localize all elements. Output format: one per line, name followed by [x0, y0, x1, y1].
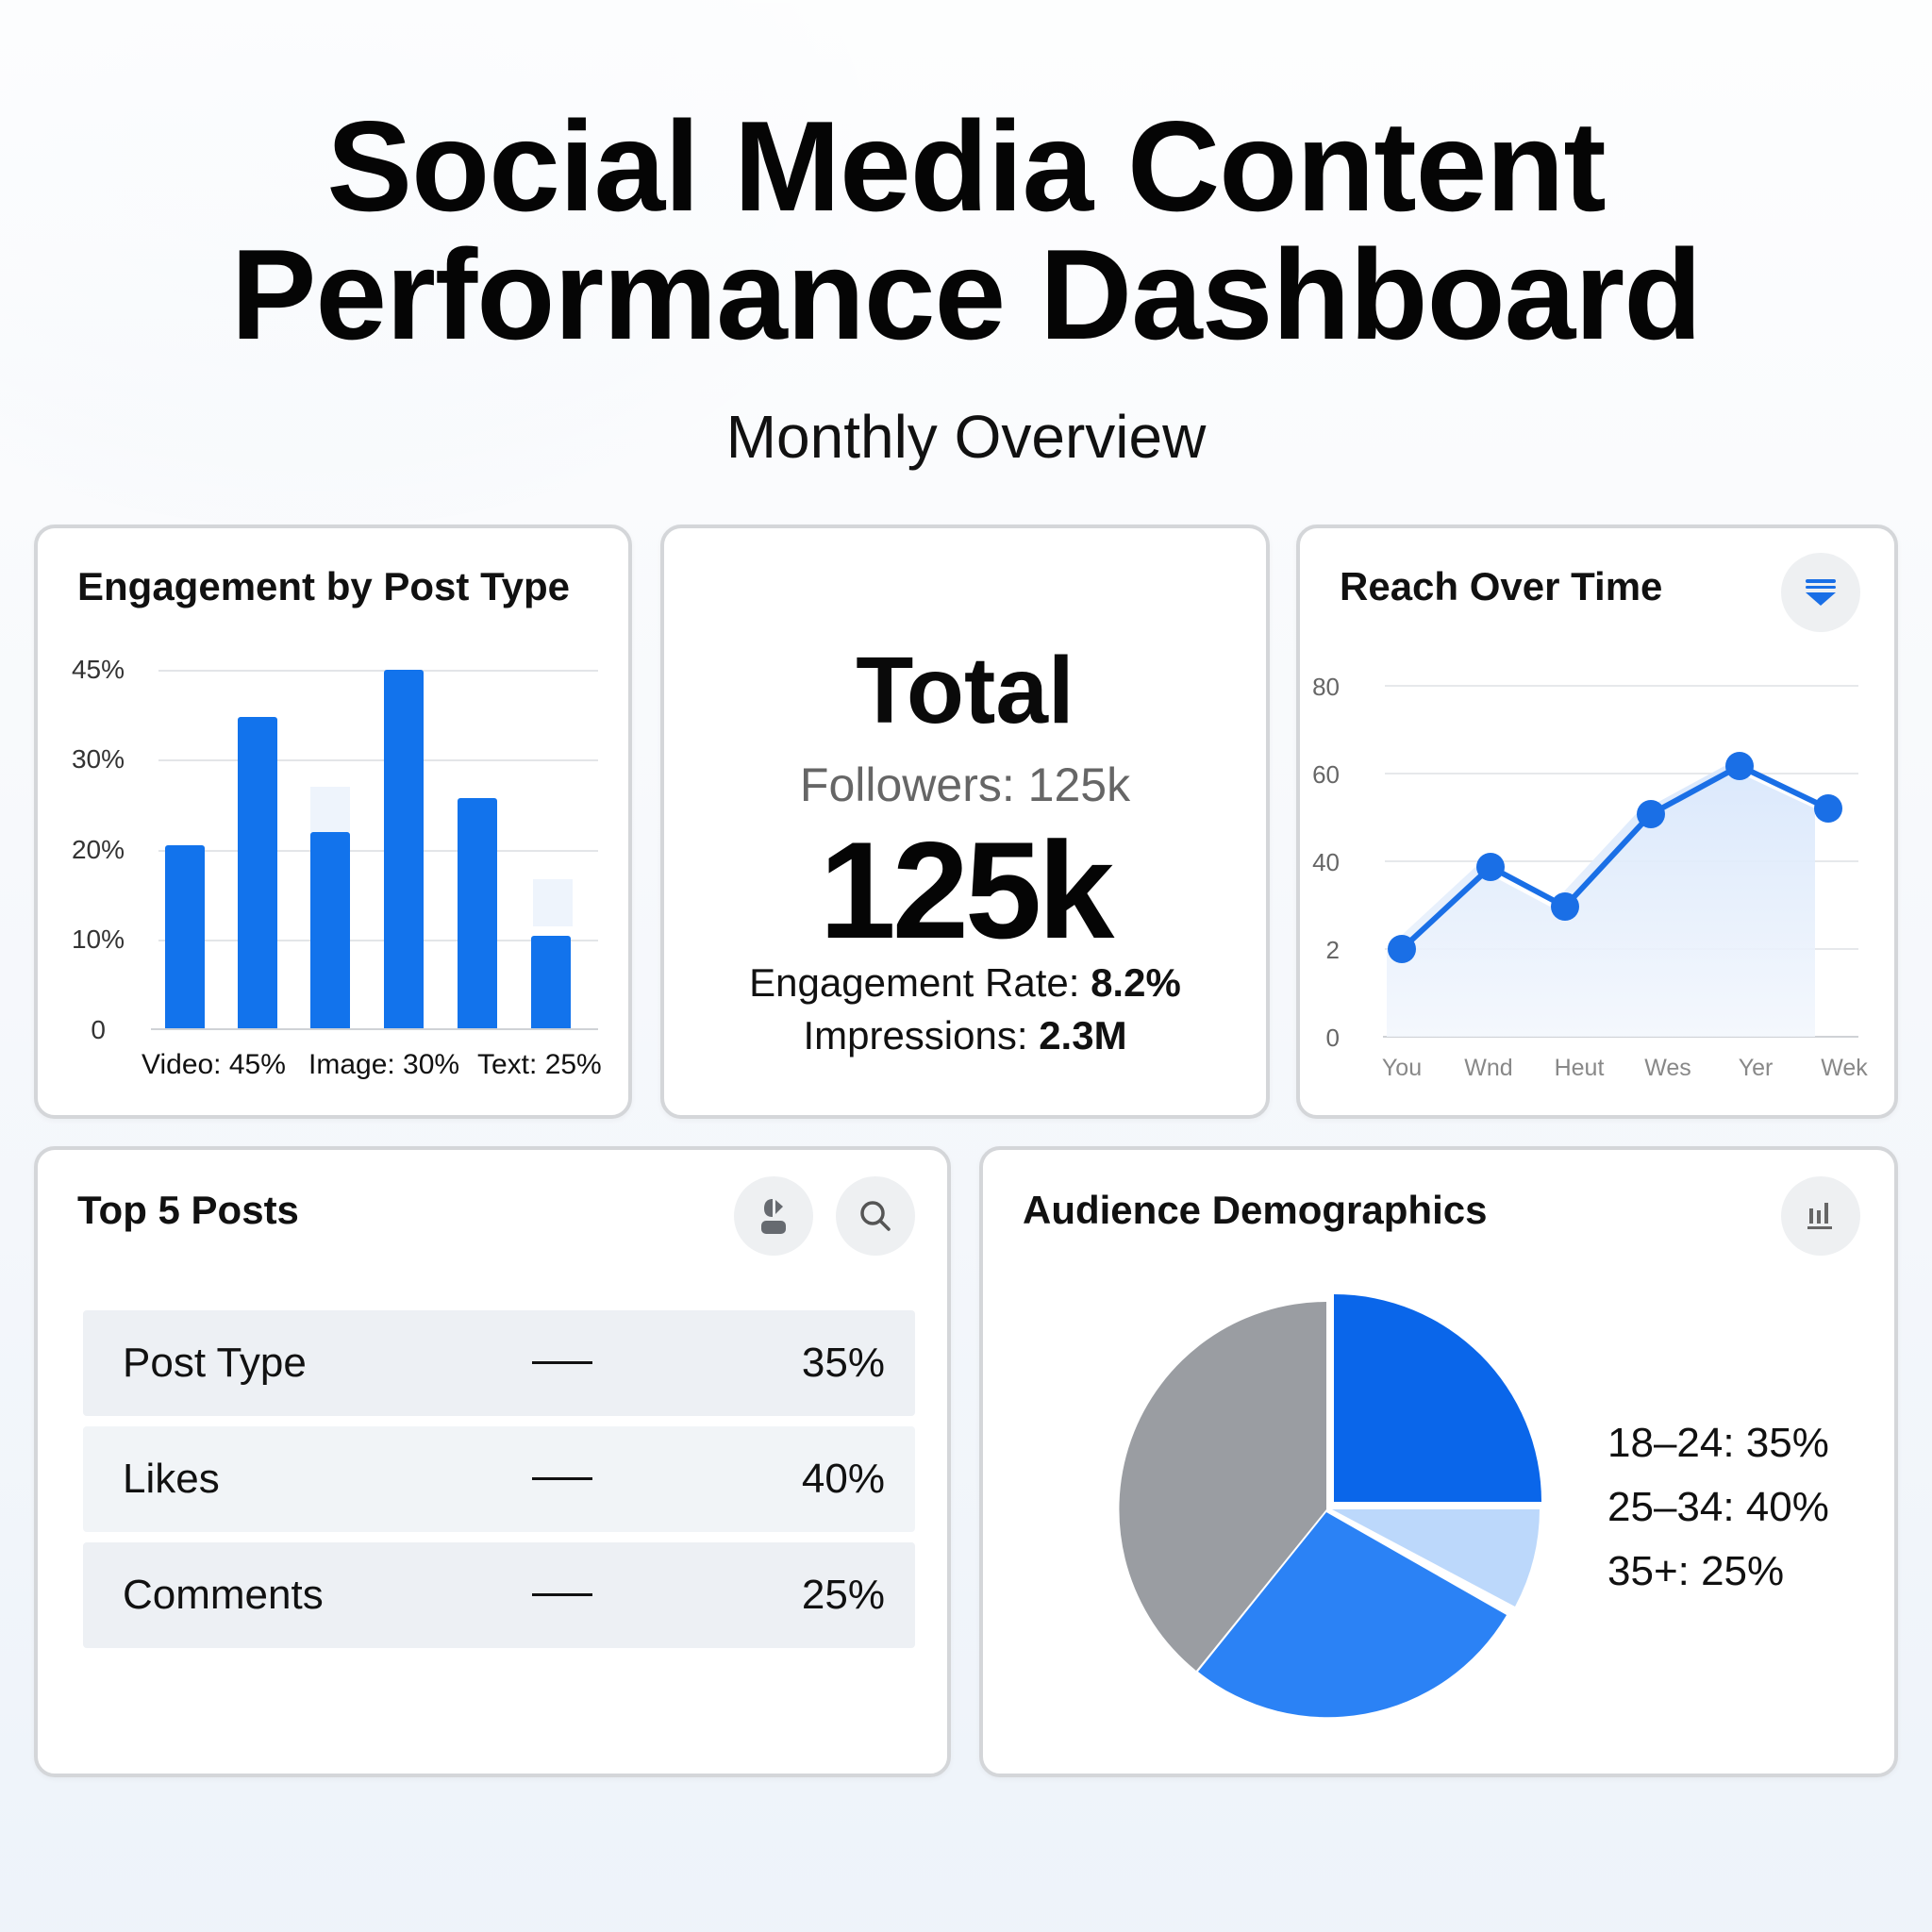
- x-tick: You: [1381, 1055, 1423, 1081]
- legend-item: 25–34: 40%: [1607, 1484, 1829, 1530]
- impressions-value: 2.3M: [1039, 1013, 1127, 1058]
- engagement-rate: Engagement Rate: 8.2%: [664, 960, 1266, 1006]
- row-label: Likes: [123, 1456, 220, 1502]
- y-tick: 30%: [71, 744, 125, 774]
- card-title: Top 5 Posts: [77, 1188, 299, 1232]
- engagement-card: Engagement by Post Type 45% 30% 20% 10% …: [34, 525, 632, 1119]
- bar-chart-icon: [1807, 1203, 1832, 1229]
- x-tick: Wek: [1821, 1055, 1868, 1081]
- x-axis: [151, 1028, 598, 1030]
- gridline: [158, 759, 598, 761]
- kpi-heading: Total: [856, 638, 1074, 743]
- bar: [384, 670, 424, 1028]
- x-tick: Wnd: [1464, 1055, 1513, 1081]
- pie-slice-light-blue: [1332, 1509, 1540, 1607]
- row-dash: [532, 1477, 592, 1480]
- page-title-line1: Social Media Content: [326, 94, 1606, 238]
- top-posts-card: Top 5 Posts Post Type 35% Likes 40% Comm…: [34, 1146, 951, 1777]
- table-row[interactable]: Likes 40%: [83, 1426, 915, 1532]
- followers-value: 125k: [819, 813, 1115, 967]
- y-tick: 2: [1325, 936, 1340, 964]
- y-tick: 60: [1312, 760, 1340, 789]
- bar-caption-image: Image: 30%: [308, 1049, 460, 1080]
- page-title: Social Media Content Performance Dashboa…: [0, 102, 1932, 358]
- pie-slice-dark-blue: [1334, 1294, 1541, 1502]
- demographics-pie-chart: [1119, 1294, 1541, 1718]
- search-button[interactable]: [836, 1176, 915, 1256]
- bar-ghost: [310, 787, 350, 832]
- bar: [531, 936, 571, 1028]
- table-row[interactable]: Post Type 35%: [83, 1310, 915, 1416]
- page-subtitle: Monthly Overview: [725, 403, 1207, 471]
- bar: [165, 845, 205, 1028]
- pie-slice-medium-blue: [1198, 1512, 1507, 1718]
- gridline: [158, 850, 598, 852]
- bar: [238, 717, 277, 1028]
- followers-label: Followers: 125k: [799, 758, 1131, 811]
- x-tick: Heut: [1554, 1055, 1605, 1081]
- reach-line-chart: [1383, 685, 1858, 1038]
- bar-ghost: [533, 879, 573, 926]
- row-label: Post Type: [123, 1340, 307, 1386]
- row-dash: [532, 1593, 592, 1596]
- page-title-line2: Performance Dashboard: [230, 223, 1703, 366]
- filter-icon: [1806, 579, 1836, 606]
- y-tick: 45%: [71, 655, 125, 684]
- row-value: 40%: [801, 1456, 885, 1502]
- demographics-card: Audience Demographics 18–24: 35% 25–34: …: [979, 1146, 1898, 1777]
- card-title: Reach Over Time: [1340, 564, 1663, 608]
- y-tick: 20%: [71, 835, 125, 864]
- bar-caption-video: Video: 45%: [142, 1049, 286, 1080]
- card-title: Engagement by Post Type: [77, 564, 570, 608]
- y-tick: 40: [1312, 848, 1340, 876]
- bar: [458, 798, 497, 1028]
- user-button[interactable]: [734, 1176, 813, 1256]
- totals-card: Total Followers: 125k 125k Engagement Ra…: [660, 525, 1270, 1119]
- user-icon: [761, 1199, 786, 1234]
- legend-item: 18–24: 35%: [1607, 1420, 1829, 1466]
- filter-button[interactable]: [1781, 553, 1860, 632]
- legend-item: 35+: 25%: [1607, 1548, 1785, 1594]
- reach-card: Reach Over Time 80 60 40 2 0 You: [1296, 525, 1898, 1119]
- table-row[interactable]: Comments 25%: [83, 1542, 915, 1648]
- reach-line: [1399, 763, 1830, 952]
- x-tick: Yer: [1738, 1055, 1774, 1081]
- y-tick: 0: [1325, 1024, 1340, 1052]
- row-dash: [532, 1361, 592, 1364]
- x-tick: Wes: [1644, 1055, 1691, 1081]
- card-title: Audience Demographics: [1023, 1188, 1488, 1232]
- chart-button[interactable]: [1781, 1176, 1860, 1256]
- bar: [310, 832, 350, 1028]
- y-tick: 10%: [71, 924, 125, 954]
- engagement-rate-label: Engagement Rate:: [749, 960, 1080, 1005]
- y-tick: 0: [91, 1015, 106, 1044]
- row-value: 25%: [801, 1572, 885, 1618]
- search-icon: [860, 1201, 891, 1231]
- engagement-rate-value: 8.2%: [1091, 960, 1181, 1005]
- impressions: Impressions: 2.3M: [664, 1013, 1266, 1058]
- gridline: [158, 670, 598, 672]
- bar-caption-text: Text: 25%: [477, 1049, 602, 1080]
- page-header: Social Media Content Performance Dashboa…: [0, 102, 1932, 470]
- reach-area: [1387, 766, 1815, 1037]
- row-value: 35%: [801, 1340, 885, 1386]
- gridline: [158, 940, 598, 941]
- pie-slice-gray: [1119, 1302, 1326, 1671]
- y-tick: 80: [1312, 673, 1340, 701]
- row-label: Comments: [123, 1572, 324, 1618]
- impressions-label: Impressions:: [803, 1013, 1028, 1058]
